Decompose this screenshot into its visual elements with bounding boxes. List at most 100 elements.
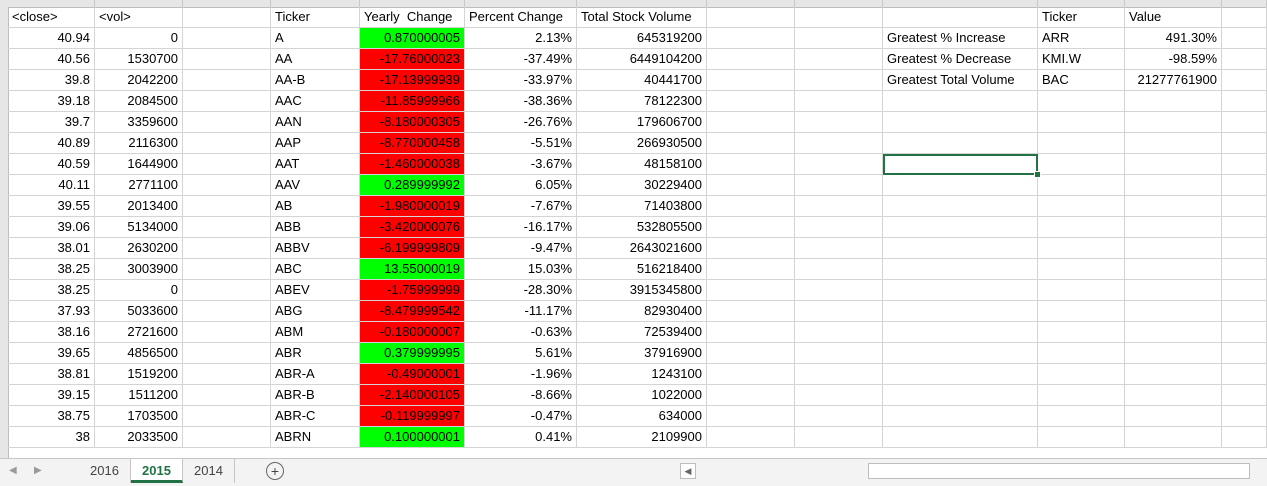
cell-close[interactable]: 39.15: [8, 385, 95, 406]
cell-close[interactable]: 40.11: [8, 175, 95, 196]
empty-cell[interactable]: [795, 133, 883, 154]
cell-yearly-change[interactable]: -2.140000105: [360, 385, 465, 406]
cell-yearly-change[interactable]: -8.180000305: [360, 112, 465, 133]
cell-total-volume[interactable]: 179606700: [577, 112, 707, 133]
empty-cell[interactable]: [883, 259, 1038, 280]
empty-cell[interactable]: [1038, 112, 1125, 133]
header-ticker[interactable]: Ticker: [271, 7, 360, 28]
cell-total-volume[interactable]: 48158100: [577, 154, 707, 175]
empty-cell[interactable]: [1222, 322, 1267, 343]
cell-vol[interactable]: 2033500: [95, 427, 183, 448]
empty-cell[interactable]: [183, 427, 271, 448]
summary-ticker[interactable]: KMI.W: [1038, 49, 1125, 70]
empty-cell[interactable]: [183, 238, 271, 259]
empty-cell[interactable]: [707, 217, 795, 238]
cell-yearly-change[interactable]: -0.49000001: [360, 364, 465, 385]
empty-cell[interactable]: [795, 427, 883, 448]
empty-cell[interactable]: [883, 196, 1038, 217]
empty-cell[interactable]: [795, 196, 883, 217]
empty-cell[interactable]: [1125, 196, 1222, 217]
cell-close[interactable]: 40.56: [8, 49, 95, 70]
empty-cell[interactable]: [183, 406, 271, 427]
header-close[interactable]: <close>: [8, 7, 95, 28]
cell-yearly-change[interactable]: -1.980000019: [360, 196, 465, 217]
empty-cell[interactable]: [795, 91, 883, 112]
cell-total-volume[interactable]: 645319200: [577, 28, 707, 49]
summary-header-value[interactable]: Value: [1125, 7, 1222, 28]
empty-cell[interactable]: [707, 238, 795, 259]
column-header-sticker[interactable]: [1038, 0, 1125, 7]
cell-percent-change[interactable]: -26.76%: [465, 112, 577, 133]
empty-cell[interactable]: [183, 259, 271, 280]
column-header-tsv[interactable]: [577, 0, 707, 7]
empty-cell[interactable]: [707, 385, 795, 406]
empty-cell[interactable]: [1222, 91, 1267, 112]
cell-ticker[interactable]: ABR: [271, 343, 360, 364]
cell-ticker[interactable]: ABRN: [271, 427, 360, 448]
cell-percent-change[interactable]: -1.96%: [465, 364, 577, 385]
cell-yearly-change[interactable]: -1.460000038: [360, 154, 465, 175]
summary-value[interactable]: 21277761900: [1125, 70, 1222, 91]
empty-cell[interactable]: [1038, 343, 1125, 364]
cell-total-volume[interactable]: 516218400: [577, 259, 707, 280]
cell-close[interactable]: 39.06: [8, 217, 95, 238]
cell-total-volume[interactable]: 532805500: [577, 217, 707, 238]
empty-cell[interactable]: [1125, 322, 1222, 343]
empty-cell[interactable]: [883, 7, 1038, 28]
cell-percent-change[interactable]: -0.47%: [465, 406, 577, 427]
empty-cell[interactable]: [183, 49, 271, 70]
cell-total-volume[interactable]: 72539400: [577, 322, 707, 343]
cell-percent-change[interactable]: 2.13%: [465, 28, 577, 49]
summary-label[interactable]: Greatest % Increase: [883, 28, 1038, 49]
cell-vol[interactable]: 2042200: [95, 70, 183, 91]
empty-cell[interactable]: [1038, 364, 1125, 385]
empty-cell[interactable]: [1038, 406, 1125, 427]
cell-close[interactable]: 39.8: [8, 70, 95, 91]
empty-cell[interactable]: [707, 91, 795, 112]
cell-ticker[interactable]: ABG: [271, 301, 360, 322]
empty-cell[interactable]: [1125, 154, 1222, 175]
summary-value[interactable]: -98.59%: [1125, 49, 1222, 70]
empty-cell[interactable]: [707, 406, 795, 427]
empty-cell[interactable]: [183, 280, 271, 301]
empty-cell[interactable]: [1125, 91, 1222, 112]
empty-cell[interactable]: [707, 49, 795, 70]
empty-cell[interactable]: [1125, 259, 1222, 280]
empty-cell[interactable]: [1222, 427, 1267, 448]
cell-percent-change[interactable]: 15.03%: [465, 259, 577, 280]
empty-cell[interactable]: [707, 301, 795, 322]
cell-ticker[interactable]: ABEV: [271, 280, 360, 301]
cell-close[interactable]: 40.89: [8, 133, 95, 154]
cell-percent-change[interactable]: -3.67%: [465, 154, 577, 175]
cell-total-volume[interactable]: 2109900: [577, 427, 707, 448]
empty-cell[interactable]: [707, 112, 795, 133]
cell-vol[interactable]: 2084500: [95, 91, 183, 112]
cell-vol[interactable]: 2116300: [95, 133, 183, 154]
cell-ticker[interactable]: ABR-B: [271, 385, 360, 406]
empty-cell[interactable]: [795, 406, 883, 427]
cell-total-volume[interactable]: 3915345800: [577, 280, 707, 301]
header-total-stock-volume[interactable]: Total Stock Volume: [577, 7, 707, 28]
empty-cell[interactable]: [183, 364, 271, 385]
cell-total-volume[interactable]: 71403800: [577, 196, 707, 217]
empty-cell[interactable]: [883, 427, 1038, 448]
empty-cell[interactable]: [1222, 406, 1267, 427]
cell-ticker[interactable]: ABB: [271, 217, 360, 238]
cell-percent-change[interactable]: -33.97%: [465, 70, 577, 91]
summary-label[interactable]: Greatest Total Volume: [883, 70, 1038, 91]
cell-ticker[interactable]: ABM: [271, 322, 360, 343]
empty-cell[interactable]: [795, 301, 883, 322]
cell-total-volume[interactable]: 78122300: [577, 91, 707, 112]
empty-cell[interactable]: [1222, 238, 1267, 259]
cell-percent-change[interactable]: 0.41%: [465, 427, 577, 448]
summary-header-ticker[interactable]: Ticker: [1038, 7, 1125, 28]
plus-circle-icon[interactable]: +: [266, 462, 284, 480]
empty-cell[interactable]: [707, 196, 795, 217]
empty-cell[interactable]: [707, 133, 795, 154]
cell-close[interactable]: 38.25: [8, 259, 95, 280]
empty-cell[interactable]: [795, 7, 883, 28]
empty-cell[interactable]: [1222, 259, 1267, 280]
cell-close[interactable]: 38.01: [8, 238, 95, 259]
empty-cell[interactable]: [1222, 301, 1267, 322]
cell-close[interactable]: 39.65: [8, 343, 95, 364]
